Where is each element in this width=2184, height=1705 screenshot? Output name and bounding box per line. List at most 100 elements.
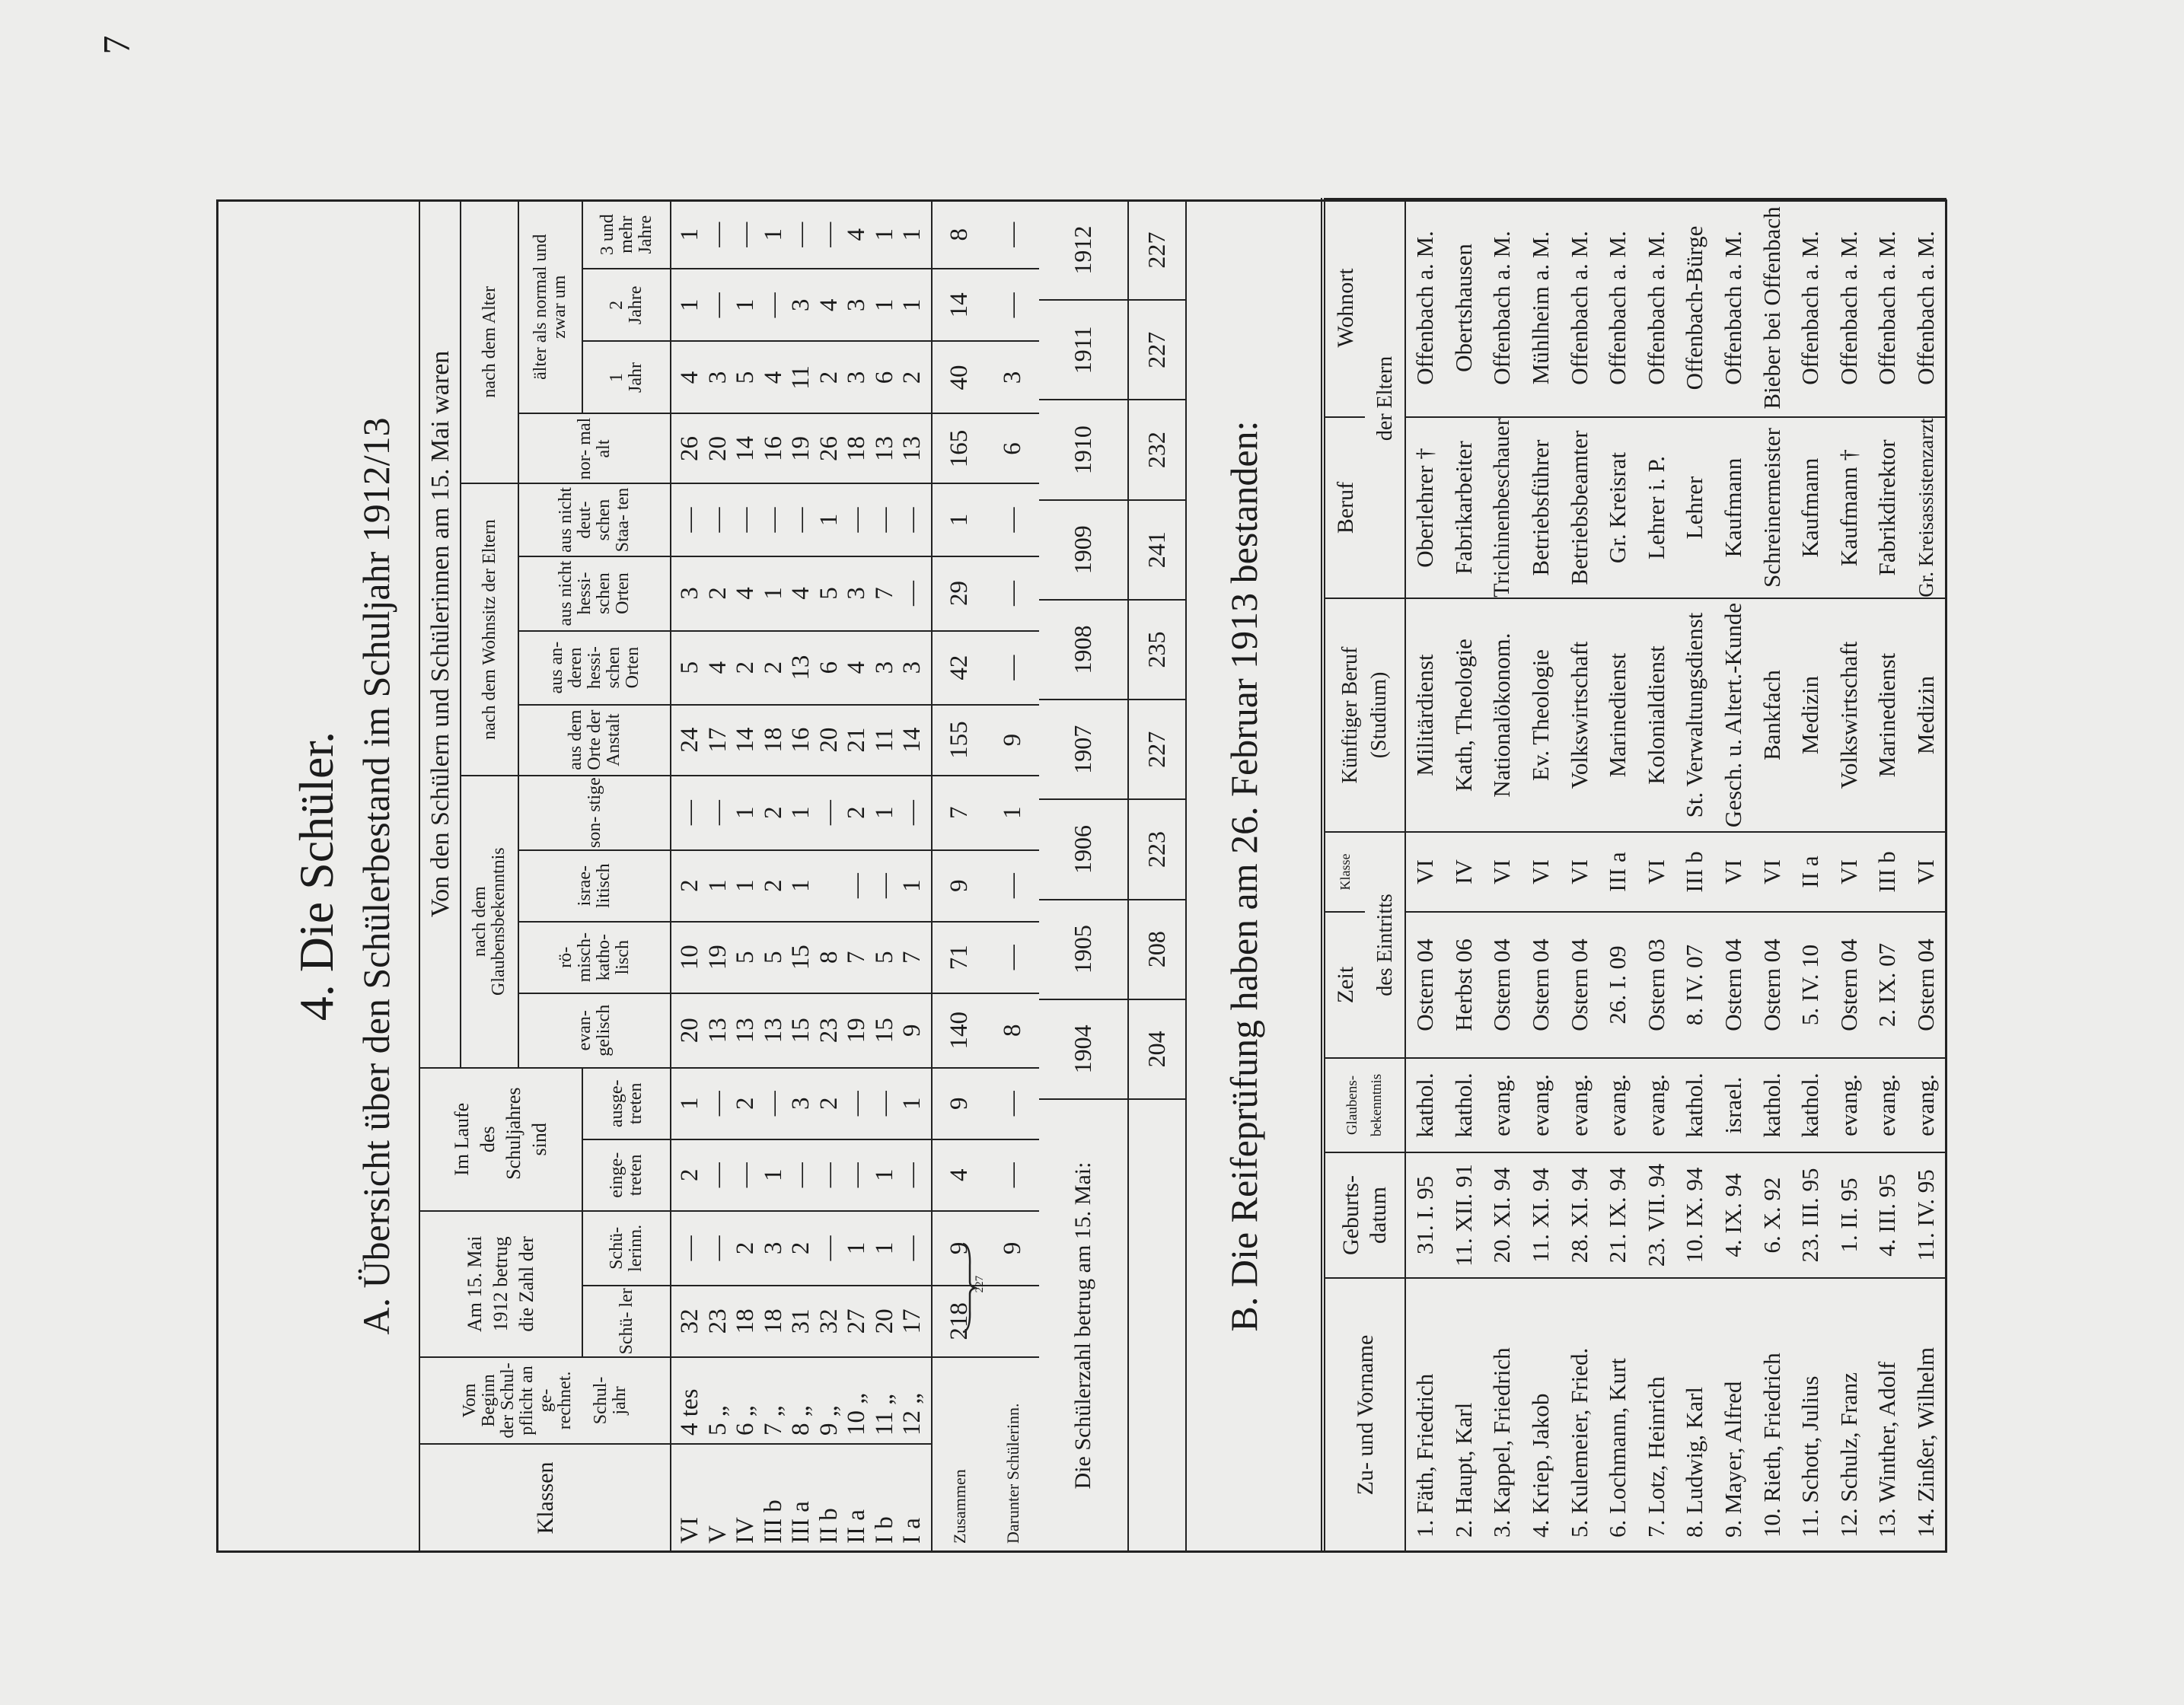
aelter-3-jahre-cell: 1	[759, 200, 787, 269]
israelitisch-cell: —	[987, 849, 1039, 922]
entry-class-cell: II a	[1790, 832, 1830, 912]
nicht-deutsche-staaten-cell: —	[787, 483, 815, 556]
table-row: 2. Haupt, Karl 11. XII. 91 kathol. Herbst 0…	[1444, 199, 1484, 1552]
table-b-body: 1. Fäth, Friedrich 31. I. 95 kathol. Ostern…	[1405, 199, 1946, 1552]
parent-profession-cell: Lehrer	[1675, 417, 1714, 598]
parent-profession-cell: Betriebsführer	[1521, 417, 1561, 598]
parent-residence-cell: Offenbach a. M.	[1637, 199, 1676, 417]
andere-hessische-orte-cell: 13	[787, 630, 815, 705]
parent-profession-cell: Gr. Kreisassistenzarzt	[1906, 417, 1946, 598]
andere-hessische-orte-cell: 6	[815, 630, 843, 705]
enrollment-empty-cell	[1127, 1099, 1186, 1552]
header-2-jahre: 2 Jahre	[582, 269, 671, 342]
school-year-cell: 10 „	[843, 1356, 871, 1444]
sonstige-cell: 1	[732, 775, 760, 850]
parent-residence-cell: Offenbach a. M.	[1560, 199, 1599, 417]
table-row: 9. Mayer, Alfred 4. IX. 94 israel. Ostern 0…	[1714, 199, 1753, 1552]
eingetreten-cell: —	[898, 1139, 932, 1211]
sonstige-cell: —	[898, 775, 932, 850]
religion-cell: evang.	[1637, 1058, 1676, 1152]
header-sonstige: son- stige	[518, 775, 671, 850]
aelter-3-jahre-cell: —	[787, 200, 815, 269]
entry-time-cell: Ostern 04	[1405, 912, 1445, 1058]
ausgetreten-cell: —	[759, 1067, 787, 1139]
normal-alt-cell: 20	[703, 413, 732, 484]
ausgetreten-cell: —	[870, 1067, 898, 1139]
aelter-2-jahre-cell: 1	[870, 269, 898, 342]
ausgetreten-cell: 2	[732, 1067, 760, 1139]
class-cell: II a	[843, 1443, 871, 1552]
class-cell: V	[703, 1443, 732, 1552]
andere-hessische-orte-cell: 42	[931, 630, 987, 705]
enrollment-value: 223	[1127, 799, 1186, 900]
normal-alt-cell: 16	[759, 413, 787, 484]
future-career-cell: Volkswirtschaft	[1560, 598, 1599, 832]
schuelerinnen-cell: 9	[987, 1210, 1039, 1286]
roemisch-katholisch-cell: 7	[898, 921, 932, 993]
enrollment-year: 1910	[1038, 400, 1128, 500]
enrollment-year: 1904	[1038, 999, 1128, 1099]
graduates-table: Zu- und Vorname Geburts- datum Glaubens-…	[1321, 198, 1947, 1553]
nicht-hessische-orte-cell: 29	[931, 556, 987, 631]
aelter-1-jahr-cell: 3	[703, 341, 732, 414]
eingetreten-cell: 1	[870, 1139, 898, 1211]
future-career-cell: Marinedienst	[1598, 598, 1637, 832]
future-career-cell: Militärdienst	[1405, 598, 1445, 832]
header-alter: nach dem Alter	[461, 200, 518, 484]
aelter-3-jahre-cell: 1	[870, 200, 898, 269]
israelitisch-cell: —	[870, 849, 898, 922]
orte-anstalt-cell: 14	[898, 704, 932, 776]
andere-hessische-orte-cell: 3	[898, 630, 932, 705]
future-career-cell: Ev. Theologie	[1521, 598, 1561, 832]
evangelisch-cell: 13	[732, 993, 760, 1068]
normal-alt-cell: 26	[671, 413, 704, 484]
nicht-deutsche-staaten-cell: —	[732, 483, 760, 556]
evangelisch-cell: 9	[898, 993, 932, 1068]
ausgetreten-cell: 2	[815, 1067, 843, 1139]
table-row: I b 11 „ 20 1 1—15 5—1 11 3 7—13 6 1 1	[870, 200, 898, 1552]
name-cell: 10. Rieth, Friedrich	[1752, 1278, 1791, 1552]
nicht-hessische-orte-cell: —	[898, 556, 932, 631]
schueler-cell: 27	[843, 1285, 871, 1357]
evangelisch-cell: 140	[931, 993, 987, 1068]
entry-time-cell: 8. IV. 07	[1675, 912, 1714, 1058]
israelitisch-cell: 2	[671, 849, 704, 922]
header-aelter: älter als normal und zwar um	[518, 200, 582, 414]
future-career-cell: Medizin	[1790, 598, 1830, 832]
schueler-cell: 218 227	[931, 1242, 987, 1357]
entry-time-cell: Ostern 04	[1752, 912, 1791, 1058]
eingetreten-cell: —	[787, 1139, 815, 1211]
israelitisch-cell: 1	[703, 849, 732, 922]
nicht-deutsche-staaten-cell: —	[759, 483, 787, 556]
parent-residence-cell: Offenbach a. M.	[1868, 199, 1907, 417]
ausgetreten-cell: 3	[787, 1067, 815, 1139]
parent-profession-cell: Betriebsbeamter	[1560, 417, 1599, 598]
entry-class-cell: IV	[1444, 832, 1484, 912]
table-b-title: B. Die Reifeprüfung haben am 26. Februar…	[1223, 420, 1265, 1332]
birthdate-cell: 23. III. 95	[1790, 1152, 1830, 1278]
religion-cell: evang.	[1521, 1058, 1561, 1152]
future-career-cell: Nationalökonom.	[1483, 598, 1522, 832]
schueler-cell: 18	[732, 1285, 760, 1357]
name-cell: 8. Ludwig, Karl	[1675, 1278, 1714, 1552]
name-cell: 12. Schulz, Franz	[1829, 1278, 1869, 1552]
roemisch-katholisch-cell: 8	[815, 921, 843, 993]
enrollment-value: 208	[1127, 899, 1186, 999]
nicht-hessische-orte-cell: 4	[787, 556, 815, 631]
enrollment-value: 232	[1127, 400, 1186, 500]
table-row: 13. Winther, Adolf 4. III. 95 evang. 2. IX.…	[1868, 199, 1907, 1552]
roemisch-katholisch-cell: 7	[843, 921, 871, 993]
religion-cell: evang.	[1560, 1058, 1599, 1152]
table-a-title: A. Übersicht über den Schülerbestand im …	[355, 417, 397, 1335]
parent-residence-cell: Offenbach a. M.	[1714, 199, 1753, 417]
header-israelitisch: israe- litisch	[518, 849, 671, 922]
birthdate-cell: 11. XII. 91	[1444, 1152, 1484, 1278]
name-cell: 13. Winther, Adolf	[1868, 1278, 1907, 1552]
schuelerinnen-cell: —	[703, 1210, 732, 1286]
eingetreten-cell: —	[815, 1139, 843, 1211]
evangelisch-cell: 23	[815, 993, 843, 1068]
header-schuljahr: Vom Beginn der Schul- pflicht an ge- rec…	[419, 1356, 671, 1444]
evangelisch-cell: 19	[843, 993, 871, 1068]
entry-class-cell: III a	[1598, 832, 1637, 912]
birthdate-cell: 4. IX. 94	[1714, 1152, 1753, 1278]
